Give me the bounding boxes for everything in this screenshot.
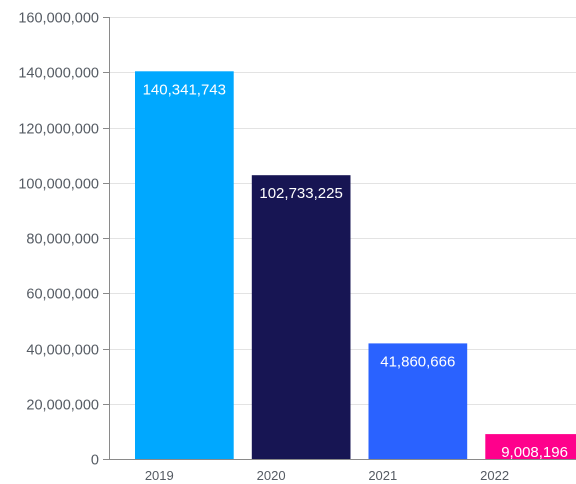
y-tick-label: 0 [91,453,99,469]
y-tick-label: 80,000,000 [26,232,99,248]
y-tick-label: 160,000,000 [18,11,99,27]
bar-2022 [485,434,576,459]
bars [135,71,576,460]
bar-2020 [251,175,351,459]
y-tick-label: 100,000,000 [18,177,99,193]
axes [103,17,576,460]
data-label-2019: 140,341,743 [143,81,226,98]
data-label-2020: 102,733,225 [259,185,342,202]
y-tick-label: 20,000,000 [26,398,99,414]
x-tick-label-2022: 2022 [480,468,509,483]
bar-2021 [368,343,468,459]
data-label-2022: 9,008,196 [501,444,568,461]
y-tick-label: 40,000,000 [26,343,99,359]
x-tick-label-2019: 2019 [145,468,174,483]
y-tick-label: 60,000,000 [26,287,99,303]
y-tick-label: 140,000,000 [18,66,99,82]
labels: 0 20,000,000 40,000,000 60,000,000 80,000,00… [18,11,568,484]
data-label-2021: 41,860,666 [380,353,455,370]
x-tick-label-2021: 2021 [368,468,397,483]
bar-2019 [135,71,234,460]
x-tick-label-2020: 2020 [257,468,286,483]
y-tick-label: 120,000,000 [18,122,99,138]
